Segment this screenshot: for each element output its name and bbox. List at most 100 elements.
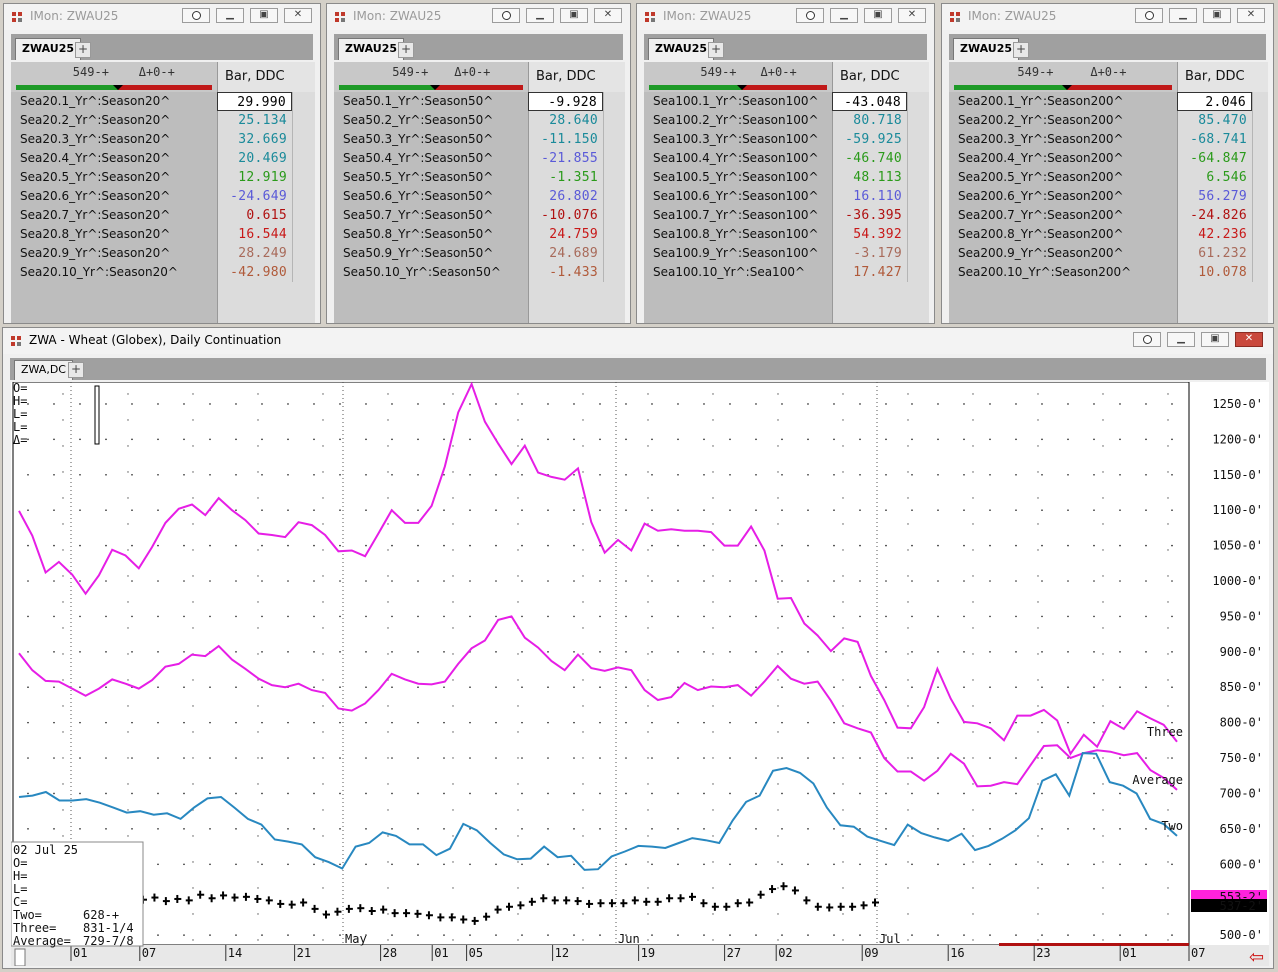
- row-value[interactable]: -9.928: [528, 92, 603, 111]
- price-chart[interactable]: Three Average Two 1250-0' 1200-0' 1150-0' 1100…: [10, 381, 1269, 968]
- row-value[interactable]: -36.395: [832, 206, 907, 225]
- link-circle-button[interactable]: [492, 8, 520, 23]
- table-row[interactable]: Sea200.4_Yr^:Season200^ -64.847: [949, 149, 1268, 168]
- row-value[interactable]: 32.669: [217, 130, 292, 149]
- monitor-titlebar[interactable]: IMon: ZWAU25 ▁ ▣ ✕: [4, 4, 320, 30]
- minimize-button[interactable]: ▁: [526, 8, 554, 23]
- row-value[interactable]: 54.392: [832, 225, 907, 244]
- monitor-titlebar[interactable]: IMon: ZWAU25 ▁ ▣ ✕: [327, 4, 630, 30]
- link-circle-button[interactable]: [182, 8, 210, 23]
- table-row[interactable]: Sea20.3_Yr^:Season20^ 32.669: [11, 130, 315, 149]
- table-row[interactable]: Sea100.3_Yr^:Season100^ -59.925: [644, 130, 929, 149]
- row-value[interactable]: -43.048: [832, 92, 907, 111]
- row-value[interactable]: 6.546: [1177, 168, 1252, 187]
- table-row[interactable]: Sea100.7_Yr^:Season100^ -36.395: [644, 206, 929, 225]
- series-line-two[interactable]: [18, 752, 1178, 871]
- row-value[interactable]: -1.433: [528, 263, 603, 282]
- row-value[interactable]: 25.134: [217, 111, 292, 130]
- add-tab-button[interactable]: +: [1013, 42, 1029, 58]
- table-row[interactable]: Sea200.8_Yr^:Season200^ 42.236: [949, 225, 1268, 244]
- add-tab-button[interactable]: +: [398, 42, 414, 58]
- close-button[interactable]: ✕: [1237, 8, 1265, 23]
- chart-area[interactable]: Three Average Two 1250-0' 1200-0' 1150-0' 1100…: [10, 381, 1269, 968]
- row-value[interactable]: 16.110: [832, 187, 907, 206]
- row-value[interactable]: -11.150: [528, 130, 603, 149]
- table-row[interactable]: Sea50.6_Yr^:Season50^ 26.802: [334, 187, 625, 206]
- add-tab-button[interactable]: +: [68, 362, 84, 378]
- row-value[interactable]: -59.925: [832, 130, 907, 149]
- row-value[interactable]: 48.113: [832, 168, 907, 187]
- row-value[interactable]: 24.689: [528, 244, 603, 263]
- link-circle-button[interactable]: [1135, 8, 1163, 23]
- row-value[interactable]: 28.640: [528, 111, 603, 130]
- row-value[interactable]: 80.718: [832, 111, 907, 130]
- row-value[interactable]: -68.741: [1177, 130, 1252, 149]
- table-row[interactable]: Sea100.8_Yr^:Season100^ 54.392: [644, 225, 929, 244]
- table-row[interactable]: Sea200.6_Yr^:Season200^ 56.279: [949, 187, 1268, 206]
- minimize-button[interactable]: ▁: [216, 8, 244, 23]
- table-row[interactable]: Sea100.4_Yr^:Season100^ -46.740: [644, 149, 929, 168]
- row-value[interactable]: 12.919: [217, 168, 292, 187]
- row-value[interactable]: -24.826: [1177, 206, 1252, 225]
- tab-symbol[interactable]: ZWAU25: [953, 38, 1020, 60]
- column-header[interactable]: Bar, DDC: [832, 62, 929, 92]
- row-value[interactable]: -24.649: [217, 187, 292, 206]
- table-row[interactable]: Sea100.9_Yr^:Season100^ -3.179: [644, 244, 929, 263]
- close-button[interactable]: ✕: [284, 8, 312, 23]
- scroll-handle[interactable]: [14, 948, 26, 967]
- table-row[interactable]: Sea200.7_Yr^:Season200^ -24.826: [949, 206, 1268, 225]
- table-row[interactable]: Sea200.1_Yr^:Season200^ 2.046: [949, 92, 1268, 111]
- table-row[interactable]: Sea20.9_Yr^:Season20^ 28.249: [11, 244, 315, 263]
- tab-symbol[interactable]: ZWAU25: [15, 38, 82, 60]
- row-value[interactable]: -42.980: [217, 263, 292, 282]
- maximize-button[interactable]: ▣: [1201, 332, 1229, 347]
- row-value[interactable]: 16.544: [217, 225, 292, 244]
- row-value[interactable]: 26.802: [528, 187, 603, 206]
- row-value[interactable]: -1.351: [528, 168, 603, 187]
- minimize-button[interactable]: ▁: [1167, 332, 1195, 347]
- table-row[interactable]: Sea20.4_Yr^:Season20^ 20.469: [11, 149, 315, 168]
- column-header[interactable]: Bar, DDC: [217, 62, 315, 92]
- tab-symbol[interactable]: ZWAU25: [338, 38, 405, 60]
- table-row[interactable]: Sea50.2_Yr^:Season50^ 28.640: [334, 111, 625, 130]
- table-row[interactable]: Sea20.7_Yr^:Season20^ 0.615: [11, 206, 315, 225]
- row-value[interactable]: 28.249: [217, 244, 292, 263]
- row-value[interactable]: 2.046: [1177, 92, 1252, 111]
- table-row[interactable]: Sea50.10_Yr^:Season50^ -1.433: [334, 263, 625, 282]
- add-tab-button[interactable]: +: [75, 42, 91, 58]
- close-button[interactable]: ✕: [594, 8, 622, 23]
- link-circle-button[interactable]: [796, 8, 824, 23]
- table-row[interactable]: Sea50.3_Yr^:Season50^ -11.150: [334, 130, 625, 149]
- close-button[interactable]: ✕: [1235, 332, 1263, 347]
- tab-symbol[interactable]: ZWAU25: [648, 38, 715, 60]
- row-value[interactable]: -46.740: [832, 149, 907, 168]
- link-circle-button[interactable]: [1133, 332, 1161, 347]
- maximize-button[interactable]: ▣: [864, 8, 892, 23]
- row-value[interactable]: 42.236: [1177, 225, 1252, 244]
- table-row[interactable]: Sea50.1_Yr^:Season50^ -9.928: [334, 92, 625, 111]
- monitor-titlebar[interactable]: IMon: ZWAU25 ▁ ▣ ✕: [637, 4, 934, 30]
- row-value[interactable]: -21.855: [528, 149, 603, 168]
- table-row[interactable]: Sea100.10_Yr^:Sea100^ 17.427: [644, 263, 929, 282]
- row-value[interactable]: -64.847: [1177, 149, 1252, 168]
- table-row[interactable]: Sea50.8_Yr^:Season50^ 24.759: [334, 225, 625, 244]
- table-row[interactable]: Sea50.7_Yr^:Season50^ -10.076: [334, 206, 625, 225]
- table-row[interactable]: Sea20.6_Yr^:Season20^ -24.649: [11, 187, 315, 206]
- table-row[interactable]: Sea50.9_Yr^:Season50^ 24.689: [334, 244, 625, 263]
- minimize-button[interactable]: ▁: [1169, 8, 1197, 23]
- add-tab-button[interactable]: +: [708, 42, 724, 58]
- row-value[interactable]: -10.076: [528, 206, 603, 225]
- series-line-average[interactable]: [18, 615, 1178, 791]
- close-button[interactable]: ✕: [898, 8, 926, 23]
- maximize-button[interactable]: ▣: [250, 8, 278, 23]
- table-row[interactable]: Sea20.1_Yr^:Season20^ 29.990: [11, 92, 315, 111]
- column-header[interactable]: Bar, DDC: [528, 62, 625, 92]
- row-value[interactable]: 24.759: [528, 225, 603, 244]
- row-value[interactable]: 85.470: [1177, 111, 1252, 130]
- table-row[interactable]: Sea100.2_Yr^:Season100^ 80.718: [644, 111, 929, 130]
- row-value[interactable]: -3.179: [832, 244, 907, 263]
- table-row[interactable]: Sea100.6_Yr^:Season100^ 16.110: [644, 187, 929, 206]
- table-row[interactable]: Sea200.3_Yr^:Season200^ -68.741: [949, 130, 1268, 149]
- table-row[interactable]: Sea20.8_Yr^:Season20^ 16.544: [11, 225, 315, 244]
- table-row[interactable]: Sea200.5_Yr^:Season200^ 6.546: [949, 168, 1268, 187]
